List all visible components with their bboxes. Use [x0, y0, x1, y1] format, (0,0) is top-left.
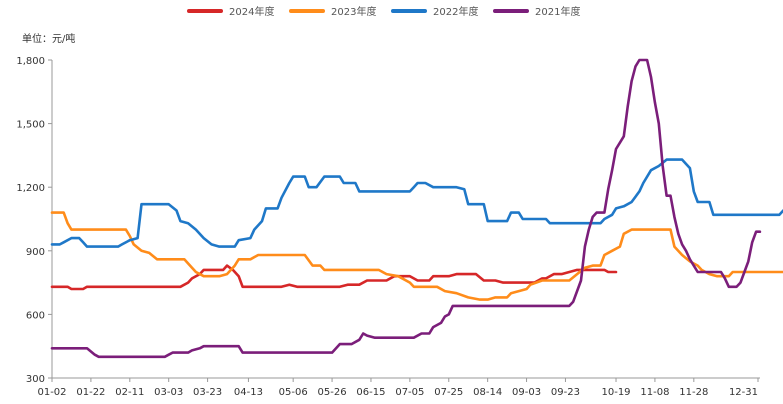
- x-tick-label: 09-03: [512, 387, 541, 398]
- x-tick-label: 11-28: [679, 387, 708, 398]
- x-tick-label: 04-13: [234, 387, 263, 398]
- y-tick-label: 600: [26, 310, 45, 321]
- x-tick-label: 03-23: [193, 387, 222, 398]
- x-tick-label: 12-31: [729, 387, 758, 398]
- x-tick-label: 09-23: [551, 387, 580, 398]
- series-line-2021[interactable]: [50, 58, 762, 359]
- x-tick-label: 05-26: [318, 387, 347, 398]
- series-line-2022[interactable]: [50, 158, 783, 248]
- legend-swatch-2024: [187, 9, 223, 13]
- x-tick-label: 06-15: [356, 387, 385, 398]
- y-tick-label: 1,800: [16, 56, 45, 67]
- x-tick-label: 08-14: [473, 387, 502, 398]
- legend-swatch-2023: [289, 9, 325, 13]
- unit-label: 单位：元/吨: [22, 32, 75, 45]
- y-tick-label: 1,500: [16, 120, 45, 131]
- series-line-2023[interactable]: [50, 211, 783, 301]
- x-tick-label: 11-08: [640, 387, 669, 398]
- legend-item-2021[interactable]: 2021年度: [493, 5, 580, 18]
- x-tick-label: 07-05: [395, 387, 424, 398]
- series-line-2024[interactable]: [50, 264, 618, 291]
- legend-swatch-2021: [493, 9, 529, 13]
- legend-item-2022[interactable]: 2022年度: [391, 5, 478, 18]
- y-axis-ticks: 300 600 900 1,200 1,500 1,800: [16, 56, 52, 385]
- y-tick-label: 1,200: [16, 183, 45, 194]
- legend-item-2023[interactable]: 2023年度: [289, 5, 376, 18]
- x-tick-label: 01-02: [37, 387, 66, 398]
- y-tick-label: 300: [26, 374, 45, 385]
- legend-label-2024: 2024年度: [229, 5, 274, 18]
- legend-item-2024[interactable]: 2024年度: [187, 5, 274, 18]
- x-tick-label: 02-11: [115, 387, 144, 398]
- x-tick-label: 01-22: [76, 387, 105, 398]
- y-tick-label: 900: [26, 247, 45, 258]
- legend-label-2022: 2022年度: [433, 5, 478, 18]
- x-tick-label: 03-03: [154, 387, 183, 398]
- x-tick-label: 07-25: [434, 387, 463, 398]
- x-axis-ticks: 01-02 01-22 02-11 03-03 03-23 04-13 05-06 05-26…: [37, 378, 759, 398]
- legend: 2024年度 2023年度 2022年度 2021年度: [187, 5, 580, 18]
- legend-swatch-2022: [391, 9, 427, 13]
- legend-label-2021: 2021年度: [535, 5, 580, 18]
- x-tick-label: 05-06: [279, 387, 308, 398]
- x-tick-label: 10-19: [601, 387, 630, 398]
- series-lines: [50, 58, 783, 359]
- legend-label-2023: 2023年度: [331, 5, 376, 18]
